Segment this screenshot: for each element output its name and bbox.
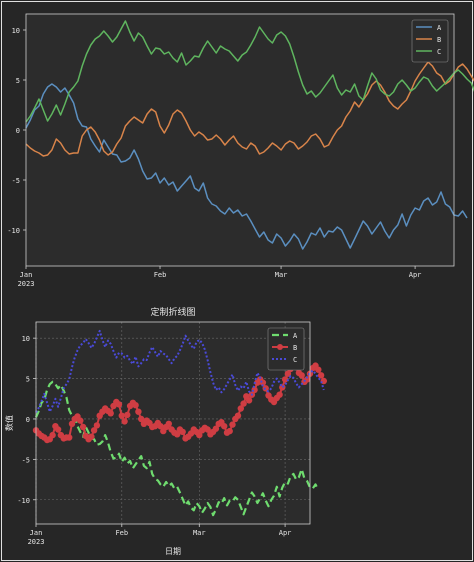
series-point-b	[107, 410, 114, 417]
series-point-b	[49, 431, 56, 439]
series-point-b	[262, 385, 269, 392]
series-point-b	[221, 423, 228, 430]
legend-label-b: B	[437, 36, 441, 44]
series-point-b	[124, 411, 131, 419]
series-point-b	[179, 428, 186, 436]
series-line-a	[25, 83, 468, 250]
series-point-b	[196, 431, 203, 439]
series-point-b	[229, 421, 236, 428]
chart-title: 定制折线图	[150, 306, 195, 318]
y-tick-label: 0	[26, 416, 30, 424]
series-point-b	[79, 423, 87, 431]
x-tick-sublabel: 2023	[18, 280, 35, 288]
legend-label-a: A	[293, 332, 298, 340]
series-point-b	[317, 372, 325, 379]
x-tick-label: Feb	[115, 529, 128, 537]
series-point-b	[237, 405, 244, 412]
series-point-b	[66, 434, 73, 441]
legend-marker-b	[277, 344, 283, 350]
series-point-b	[157, 423, 164, 430]
series-point-b	[204, 426, 211, 433]
series-point-b	[174, 431, 181, 438]
y-tick-label: -5	[12, 177, 20, 185]
series-point-b	[245, 397, 253, 404]
series-point-b	[135, 408, 142, 415]
x-tick-label: Apr	[409, 271, 422, 279]
y-tick-label: 0	[16, 127, 20, 135]
series-point-b	[226, 427, 233, 435]
series-point-b	[298, 372, 305, 379]
series-point-b	[284, 370, 292, 377]
y-axis-label: 数值	[4, 415, 14, 431]
legend: ABC	[411, 19, 449, 63]
series-point-b	[132, 402, 139, 409]
y-tick-label: 5	[16, 77, 20, 85]
x-tick-sublabel: 2023	[28, 538, 45, 546]
x-tick-label: Jan	[30, 529, 43, 537]
legend: ABC	[267, 327, 305, 371]
x-tick-label: Mar	[275, 271, 288, 279]
legend-label-c: C	[437, 48, 441, 56]
series-point-b	[276, 391, 283, 398]
series-point-b	[88, 433, 95, 440]
x-axis-label: 日期	[165, 547, 181, 556]
y-tick-label: -10	[17, 497, 30, 505]
legend-label-c: C	[293, 356, 297, 364]
x-tick-label: Jan	[20, 271, 33, 279]
legend-label-b: B	[293, 344, 297, 352]
series-point-b	[121, 418, 128, 425]
series-line-c	[25, 20, 474, 123]
x-tick-label: Apr	[279, 529, 292, 537]
series-point-b	[240, 400, 247, 407]
axes-frame	[35, 321, 311, 525]
series-point-b	[212, 425, 220, 432]
series-point-b	[138, 415, 145, 423]
y-tick-label: -10	[7, 227, 20, 235]
series-point-b	[93, 422, 101, 429]
axes-frame	[25, 13, 455, 267]
series-point-b	[54, 426, 62, 433]
series-point-b	[234, 412, 242, 419]
y-tick-label: 10	[22, 335, 30, 343]
y-tick-label: -5	[22, 456, 30, 464]
plot-area	[26, 14, 454, 266]
y-tick-label: 10	[12, 27, 20, 35]
series-point-b	[315, 366, 322, 373]
x-tick-label: Feb	[154, 271, 167, 279]
series-point-b	[281, 376, 289, 383]
series-point-b	[68, 420, 76, 427]
series-point-b	[165, 420, 172, 427]
series-point-b	[118, 412, 126, 419]
series-point-b	[90, 427, 98, 434]
series-point-b	[77, 417, 84, 424]
y-tick-label: 5	[26, 376, 30, 384]
series-line-c	[35, 329, 325, 413]
x-tick-label: Mar	[193, 529, 206, 537]
series-point-b	[115, 401, 123, 408]
series-line-b	[25, 61, 474, 157]
legend-label-a: A	[437, 24, 442, 32]
